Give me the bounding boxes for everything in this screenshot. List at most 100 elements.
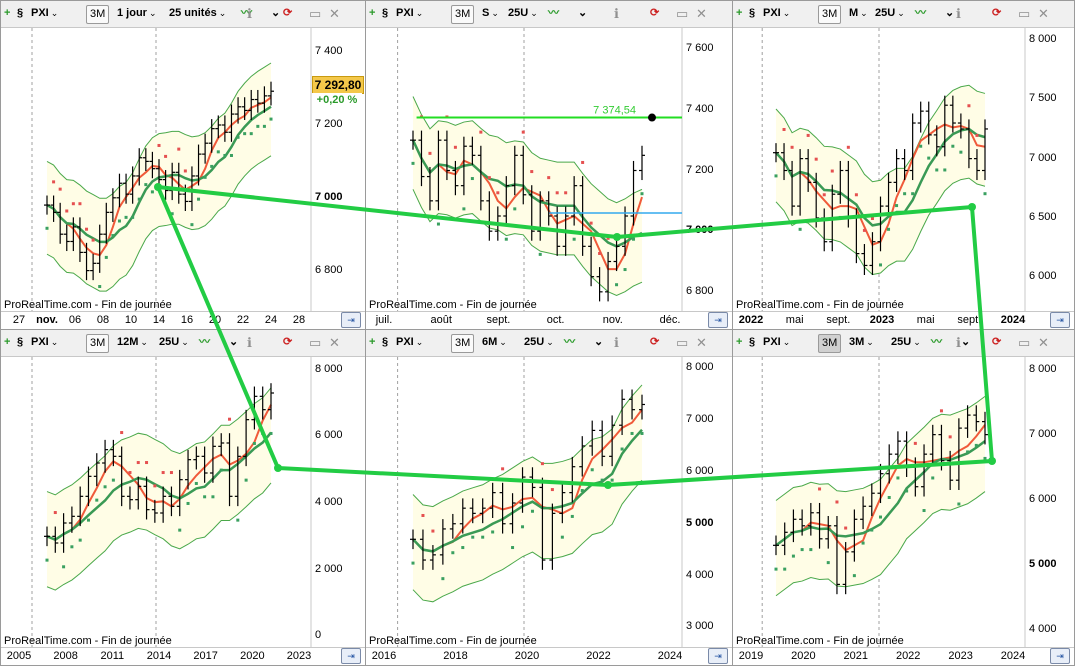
price-chart[interactable] [733, 357, 1075, 649]
ohlc-bar [479, 498, 486, 524]
refresh-icon[interactable]: ⟳ [650, 7, 660, 19]
period-selector[interactable]: 12M ⌄ [117, 334, 148, 351]
x-tick-label: 2019 [738, 650, 764, 662]
chevron-down-icon[interactable]: ⌄ [594, 336, 604, 348]
close-icon[interactable]: ✕ [329, 6, 340, 21]
refresh-icon[interactable]: ⟳ [650, 336, 660, 348]
info-icon[interactable]: ℹ [956, 6, 961, 21]
chart-panel-p3: + § PXI ⌄ 3M M ⌄ 25U ⌄ 〰 ⌄ ℹ ⟳ ▭ ✕ 8 000 7 500 7 000 6 500… [732, 0, 1075, 330]
timeframe-3m-button[interactable]: 3M [86, 334, 110, 353]
price-chart[interactable] [733, 28, 1075, 313]
refresh-icon[interactable]: ⟳ [992, 336, 1002, 348]
timeframe-3m-button[interactable]: 3M [86, 5, 110, 24]
minimize-icon[interactable]: ▭ [676, 6, 689, 21]
period-selector[interactable]: 1 jour ⌄ [117, 5, 157, 22]
add-chart-icon[interactable]: + [736, 7, 743, 19]
link-icon[interactable]: § [17, 336, 24, 348]
timeframe-3m-button[interactable]: 3M [818, 5, 842, 24]
link-icon[interactable]: § [382, 336, 389, 348]
close-icon[interactable]: ✕ [1038, 6, 1049, 21]
close-icon[interactable]: ✕ [696, 335, 707, 350]
units-selector[interactable]: 25U ⌄ [891, 334, 921, 351]
price-chart[interactable] [366, 357, 733, 649]
chevron-down-icon[interactable]: ⌄ [271, 7, 281, 19]
link-icon[interactable]: § [749, 336, 756, 348]
scroll-to-end-button[interactable]: ⇥ [1050, 312, 1070, 328]
refresh-icon[interactable]: ⟳ [283, 336, 293, 348]
link-icon[interactable]: § [382, 7, 389, 19]
ohlc-bar [429, 545, 436, 570]
timeframe-3m-button[interactable]: 3M [818, 334, 842, 353]
minimize-icon[interactable]: ▭ [1018, 335, 1031, 350]
chevron-down-icon: ⌄ [866, 337, 874, 347]
units-selector[interactable]: 25 unités ⌄ [169, 5, 226, 22]
minimize-icon[interactable]: ▭ [309, 335, 322, 350]
info-icon[interactable]: ℹ [247, 6, 252, 21]
minimize-icon[interactable]: ▭ [1018, 6, 1031, 21]
symbol-selector[interactable]: PXI ⌄ [763, 334, 790, 351]
chevron-down-icon[interactable]: ⌄ [229, 336, 239, 348]
info-icon[interactable]: ℹ [614, 6, 619, 21]
chevron-down-icon: ⌄ [181, 337, 189, 347]
close-icon[interactable]: ✕ [329, 335, 340, 350]
chevron-down-icon: ⌄ [218, 8, 227, 18]
refresh-icon[interactable]: ⟳ [283, 7, 293, 19]
bollinger-lower [412, 479, 643, 603]
period-selector[interactable]: 6M ⌄ [482, 334, 507, 351]
period-selector[interactable]: 3M ⌄ [849, 334, 874, 351]
units-selector[interactable]: 25U ⌄ [875, 5, 905, 22]
timeframe-3m-button[interactable]: 3M [451, 334, 475, 353]
add-chart-icon[interactable]: + [4, 7, 11, 19]
link-icon[interactable]: § [749, 7, 756, 19]
indicators-icon[interactable]: 〰 [199, 336, 210, 348]
link-icon[interactable]: § [17, 7, 24, 19]
minimize-icon[interactable]: ▭ [309, 6, 322, 21]
symbol-selector[interactable]: PXI ⌄ [31, 5, 58, 22]
indicators-icon[interactable]: 〰 [564, 336, 575, 348]
add-chart-icon[interactable]: + [369, 7, 376, 19]
indicators-icon[interactable]: 〰 [931, 336, 942, 348]
units-selector[interactable]: 25U ⌄ [508, 5, 538, 22]
scroll-to-end-button[interactable]: ⇥ [708, 312, 728, 328]
info-icon[interactable]: ℹ [956, 335, 961, 350]
chevron-down-icon[interactable]: ⌄ [961, 336, 971, 348]
ohlc-bar [449, 513, 456, 539]
period-selector[interactable]: S ⌄ [482, 5, 499, 22]
info-icon[interactable]: ℹ [247, 335, 252, 350]
price-chart[interactable] [1, 28, 366, 313]
close-icon[interactable]: ✕ [1038, 335, 1049, 350]
indicators-icon[interactable]: 〰 [915, 7, 926, 19]
add-chart-icon[interactable]: + [736, 336, 743, 348]
chevron-down-icon[interactable]: ⌄ [945, 7, 955, 19]
parabolic-sar-dot [178, 528, 182, 532]
indicators-icon[interactable]: 〰 [548, 7, 559, 19]
units-selector[interactable]: 25U ⌄ [524, 334, 554, 351]
scroll-to-end-button[interactable]: ⇥ [341, 648, 361, 664]
ohlc-bar [949, 95, 956, 133]
chevron-down-icon: ⌄ [415, 337, 424, 347]
period-selector[interactable]: M ⌄ [849, 5, 868, 22]
y-tick-label: 8 000 [1029, 362, 1057, 375]
price-chart[interactable] [1, 357, 366, 649]
scroll-to-end-button[interactable]: ⇥ [1050, 648, 1070, 664]
chevron-down-icon[interactable]: ⌄ [578, 7, 588, 19]
symbol-selector[interactable]: PXI ⌄ [396, 334, 423, 351]
minimize-icon[interactable]: ▭ [676, 335, 689, 350]
price-chart[interactable]: 7 374,54 [366, 28, 733, 313]
add-chart-icon[interactable]: + [4, 336, 11, 348]
info-icon[interactable]: ℹ [614, 335, 619, 350]
add-chart-icon[interactable]: + [369, 336, 376, 348]
close-icon[interactable]: ✕ [696, 6, 707, 21]
scroll-to-end-button[interactable]: ⇥ [708, 648, 728, 664]
timeframe-3m-button[interactable]: 3M [451, 5, 475, 24]
ohlc-bar [773, 143, 779, 163]
symbol-selector[interactable]: PXI ⌄ [31, 334, 58, 351]
parabolic-sar-dot [428, 151, 432, 155]
indicators-icon[interactable]: 〰 [241, 7, 252, 19]
units-selector[interactable]: 25U ⌄ [159, 334, 189, 351]
refresh-icon[interactable]: ⟳ [992, 7, 1002, 19]
scroll-to-end-button[interactable]: ⇥ [341, 312, 361, 328]
symbol-selector[interactable]: PXI ⌄ [763, 5, 790, 22]
symbol-selector[interactable]: PXI ⌄ [396, 5, 423, 22]
parabolic-sar-dot [521, 130, 525, 134]
